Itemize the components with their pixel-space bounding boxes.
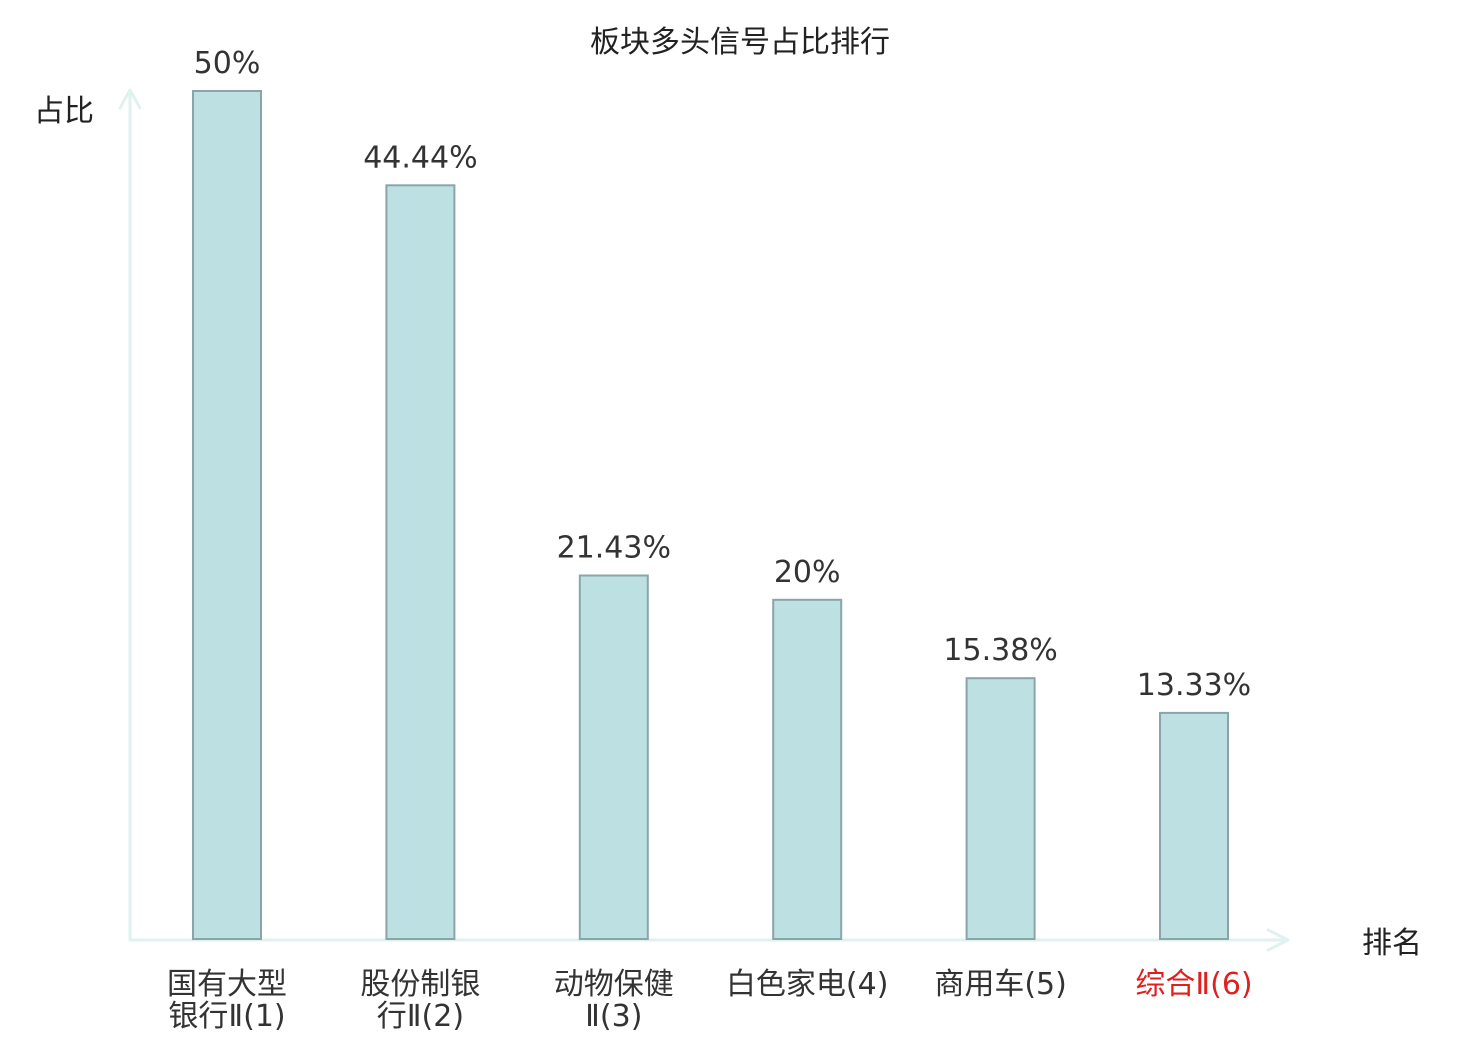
value-labels-group: 50% 44.44% 21.43% 20% 15.38% 13.33%: [194, 46, 1252, 703]
bar-value-label-1: 50%: [194, 46, 261, 81]
bar-3: [578, 574, 649, 940]
bar-value-label-3: 21.43%: [557, 531, 671, 566]
x-tick-label-4: 白色家电(4): [726, 967, 889, 1002]
bars-group: [192, 90, 1229, 941]
chart-title: 板块多头信号占比排行: [590, 25, 890, 60]
bar-4: [772, 598, 843, 940]
bar-1: [192, 90, 262, 940]
bar-5: [965, 677, 1036, 940]
bar-value-label-6: 13.33%: [1137, 668, 1251, 703]
x-tick-label-1-line-1: 国有大型: [167, 967, 287, 1002]
x-tick-label-2-line-2: 行Ⅱ(2): [377, 999, 464, 1034]
bar-value-label-4: 20%: [774, 555, 841, 590]
y-axis-title: 占比: [34, 94, 94, 129]
x-axis-arrowhead: [1266, 928, 1290, 952]
bar-6: [1159, 711, 1229, 941]
x-tick-label-3-line-1: 动物保健: [554, 967, 674, 1002]
bar-2: [385, 184, 456, 941]
x-tick-label-1-line-2: 银行Ⅱ(1): [168, 999, 285, 1034]
bar-value-label-5: 15.38%: [943, 633, 1057, 668]
axes: [118, 88, 1290, 952]
bar-value-label-2: 44.44%: [363, 140, 477, 175]
x-tick-label-3-line-2: Ⅱ(3): [585, 999, 642, 1034]
x-axis-title: 排名: [1362, 926, 1422, 961]
x-tick-label-6: 综合Ⅱ(6): [1135, 967, 1252, 1002]
x-tick-label-2-line-1: 股份制银: [360, 967, 480, 1002]
x-tick-label-5: 商用车(5): [934, 967, 1067, 1002]
y-axis-arrowhead: [118, 88, 142, 110]
